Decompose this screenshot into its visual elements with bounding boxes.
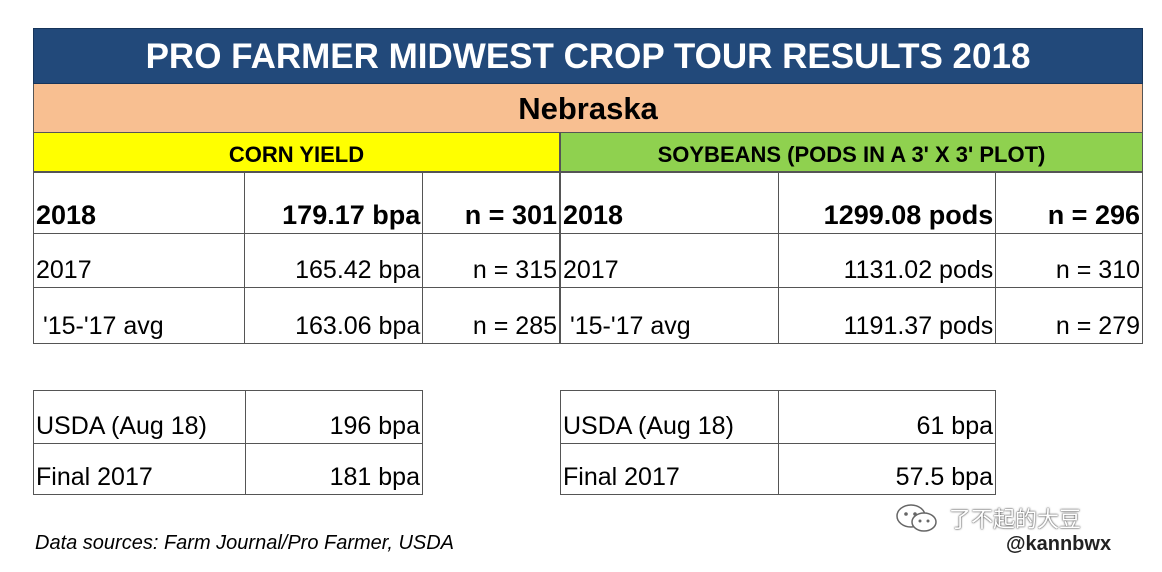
watermark-brand: 了不起的大豆: [893, 502, 1081, 534]
corn-year-label: '15-'17 avg: [32, 287, 246, 344]
table-row: 2017 1131.02 pods n = 310: [560, 233, 1143, 288]
table-row: Final 2017 181 bpa: [33, 443, 424, 495]
soy-year-label: '15-'17 avg: [560, 287, 779, 344]
table-row: USDA (Aug 18) 61 bpa: [560, 390, 997, 444]
table-title: PRO FARMER MIDWEST CROP TOUR RESULTS 201…: [33, 28, 1143, 84]
corn-ref-label: Final 2017: [33, 443, 246, 495]
corn-year-label: 2017: [32, 233, 246, 288]
corn-results-table: 2018 179.17 bpa n = 301 2017 165.42 bpa …: [32, 172, 560, 344]
corn-yield-header: CORN YIELD: [33, 132, 560, 172]
table-row: 2018 179.17 bpa n = 301: [32, 172, 560, 234]
corn-yield-value: 165.42 bpa: [244, 233, 424, 288]
table-row: USDA (Aug 18) 196 bpa: [33, 390, 424, 444]
soy-pods-value: 1191.37 pods: [777, 287, 997, 344]
table-row: '15-'17 avg 163.06 bpa n = 285: [32, 287, 560, 344]
corn-sample-count: n = 315: [422, 233, 560, 288]
corn-sample-count: n = 301: [422, 172, 560, 234]
corn-ref-value: 181 bpa: [244, 443, 424, 495]
table-row: 2017 165.42 bpa n = 315: [32, 233, 560, 288]
soybean-reference-table: USDA (Aug 18) 61 bpa Final 2017 57.5 bpa: [560, 390, 997, 495]
wechat-icon: [896, 504, 937, 532]
soy-sample-count: n = 310: [995, 233, 1143, 288]
corn-yield-value: 179.17 bpa: [244, 172, 424, 234]
corn-ref-value: 196 bpa: [244, 390, 424, 444]
corn-sample-count: n = 285: [422, 287, 560, 344]
soybeans-header: SOYBEANS (PODS IN A 3' X 3' PLOT): [560, 132, 1143, 172]
soy-year-label: 2018: [560, 172, 779, 234]
soy-sample-count: n = 279: [995, 287, 1143, 344]
corn-yield-value: 163.06 bpa: [244, 287, 424, 344]
table-row: '15-'17 avg 1191.37 pods n = 279: [560, 287, 1143, 344]
soy-ref-label: Final 2017: [560, 443, 779, 495]
soy-sample-count: n = 296: [995, 172, 1143, 234]
soy-pods-value: 1131.02 pods: [777, 233, 997, 288]
state-name: Nebraska: [33, 84, 1143, 132]
soy-pods-value: 1299.08 pods: [777, 172, 997, 234]
soy-ref-value: 57.5 bpa: [777, 443, 997, 495]
table-row: Final 2017 57.5 bpa: [560, 443, 997, 495]
corn-ref-label: USDA (Aug 18): [33, 390, 246, 444]
corn-year-label: 2018: [32, 172, 246, 234]
soy-year-label: 2017: [560, 233, 779, 288]
corn-reference-table: USDA (Aug 18) 196 bpa Final 2017 181 bpa: [33, 390, 424, 495]
soybean-results-table: 2018 1299.08 pods n = 296 2017 1131.02 p…: [560, 172, 1143, 344]
data-sources-note: Data sources: Farm Journal/Pro Farmer, U…: [35, 532, 455, 554]
watermark-brand-text: 了不起的大豆: [949, 507, 1082, 532]
watermark-handle: @kannbwx: [1006, 533, 1112, 555]
table-row: 2018 1299.08 pods n = 296: [560, 172, 1143, 234]
soy-ref-label: USDA (Aug 18): [560, 390, 779, 444]
soy-ref-value: 61 bpa: [777, 390, 997, 444]
